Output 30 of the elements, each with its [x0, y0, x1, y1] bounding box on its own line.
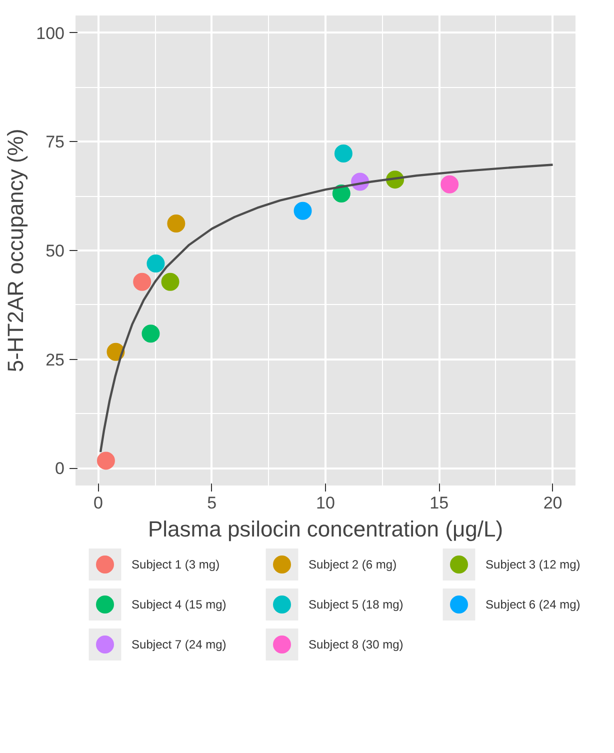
legend-label: Subject 6 (24 mg) [486, 598, 580, 612]
point [294, 202, 312, 220]
point [142, 324, 160, 343]
point [167, 214, 186, 232]
point [161, 272, 180, 291]
legend-label: Subject 7 (24 mg) [132, 638, 226, 652]
x-tick-label: 5 [207, 494, 217, 512]
legend-label: Subject 2 (6 mg) [308, 558, 397, 572]
x-tick-label: 10 [316, 494, 335, 512]
legend-label: Subject 8 (30 mg) [308, 638, 404, 652]
y-tick-label: 100 [36, 24, 65, 43]
y-tick-label: 0 [55, 459, 65, 478]
y-tick-label: 25 [46, 350, 65, 370]
x-tick-label: 0 [94, 494, 103, 512]
point [334, 144, 352, 162]
legend-label: Subject 1 (3 mg) [132, 558, 220, 572]
legend-label: Subject 5 (18 mg) [308, 598, 404, 612]
point [440, 175, 459, 194]
legend-label: Subject 4 (15 mg) [132, 598, 226, 612]
x-tick-label: 15 [430, 494, 449, 512]
x-tick-label: 20 [543, 494, 562, 512]
y-tick-label: 75 [46, 132, 65, 152]
point [133, 272, 152, 291]
y-axis-title: 5-HT2AR occupancy (%) [3, 128, 28, 372]
point [146, 254, 165, 273]
x-axis-title: Plasma psilocin concentration (μg/L) [148, 516, 504, 542]
point [332, 184, 350, 202]
point [96, 452, 115, 470]
legend-label: Subject 3 (12 mg) [486, 558, 580, 572]
y-tick-label: 50 [46, 242, 65, 260]
